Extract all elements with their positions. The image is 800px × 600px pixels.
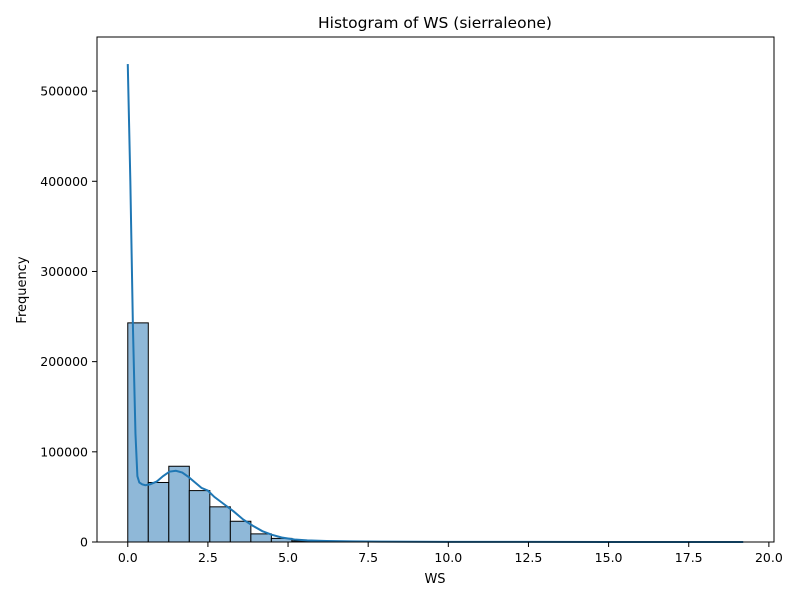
chart-title: Histogram of WS (sierraleone): [318, 14, 552, 32]
y-tick-label: 500000: [40, 84, 88, 99]
x-axis-label: WS: [424, 572, 445, 587]
x-tick-label: 2.5: [198, 550, 218, 565]
kde-line: [126, 64, 744, 543]
x-tick-label: 10.0: [434, 550, 462, 565]
x-tick-label: 17.5: [675, 550, 703, 565]
histogram-bar: [250, 533, 272, 543]
x-tick-label: 0.0: [118, 550, 138, 565]
y-axis-label: Frequency: [15, 256, 30, 323]
histogram-bar: [127, 322, 149, 543]
y-tick-label: 200000: [40, 354, 88, 369]
y-axis: 0 100000 200000 300000 400000 500000: [40, 84, 97, 550]
y-tick-label: 0: [80, 535, 88, 550]
x-tick-label: 5.0: [278, 550, 298, 565]
histogram-bar: [209, 506, 231, 543]
y-tick-label: 400000: [40, 174, 88, 189]
y-tick-label: 100000: [40, 444, 88, 459]
x-tick-label: 12.5: [515, 550, 543, 565]
x-tick-label: 7.5: [358, 550, 378, 565]
histogram-bar: [147, 481, 170, 543]
histogram-bar: [188, 490, 211, 543]
x-axis: 0.0 2.5 5.0 7.5 10.0 12.5 15.0 17.5 20.0: [118, 542, 783, 565]
x-tick-label: 15.0: [595, 550, 623, 565]
histogram-bar: [229, 520, 252, 543]
histogram-bar: [168, 465, 190, 543]
y-tick-label: 300000: [40, 264, 88, 279]
x-tick-label: 20.0: [755, 550, 783, 565]
plot-frame: [96, 36, 775, 543]
